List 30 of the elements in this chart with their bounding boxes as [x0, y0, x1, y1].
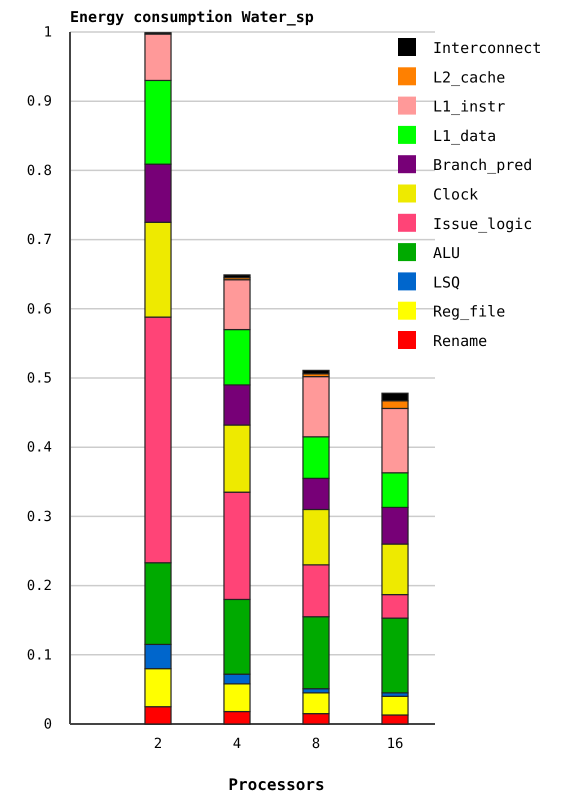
x-tick-label: 8	[312, 736, 320, 752]
legend-label: L1_data	[433, 126, 496, 145]
bar	[302, 370, 330, 374]
x-tick-label: 16	[386, 736, 404, 752]
legend-label: Rename	[433, 332, 488, 350]
legend-label: Branch_pred	[433, 156, 532, 174]
y-tick-label: 0.5	[26, 370, 52, 386]
y-tick-label: 0.7	[26, 232, 52, 248]
chart-title: Energy consumption Water_sp	[70, 8, 314, 26]
x-axis-title: Processors	[228, 775, 325, 794]
y-tick-label: 0.3	[26, 508, 52, 525]
legend-label: Clock	[433, 186, 478, 204]
legend-label: L2_cache	[433, 68, 506, 86]
y-tick-label: 0.8	[26, 162, 52, 179]
legend-label: LSQ	[433, 273, 460, 292]
y-tick-label: 0.1	[26, 647, 52, 664]
legend-label: Reg_file	[433, 302, 506, 321]
x-tick-label: 2	[154, 736, 162, 752]
y-tick-label: 0	[44, 716, 52, 732]
bar	[223, 274, 251, 278]
y-tick-label: 0.4	[26, 440, 52, 456]
y-tick-label: 0.6	[26, 301, 52, 318]
y-tick-label: 0.9	[26, 94, 52, 110]
legend-label: Issue_logic	[433, 214, 532, 233]
x-tick-label: 4	[232, 736, 242, 752]
legend-label: L1_instr	[433, 98, 506, 116]
y-tick-label: 0.2	[26, 578, 52, 594]
legend-label: Interconnect	[433, 39, 542, 57]
legend-label: ALU	[433, 244, 460, 262]
y-tick-label: 1	[44, 24, 52, 40]
